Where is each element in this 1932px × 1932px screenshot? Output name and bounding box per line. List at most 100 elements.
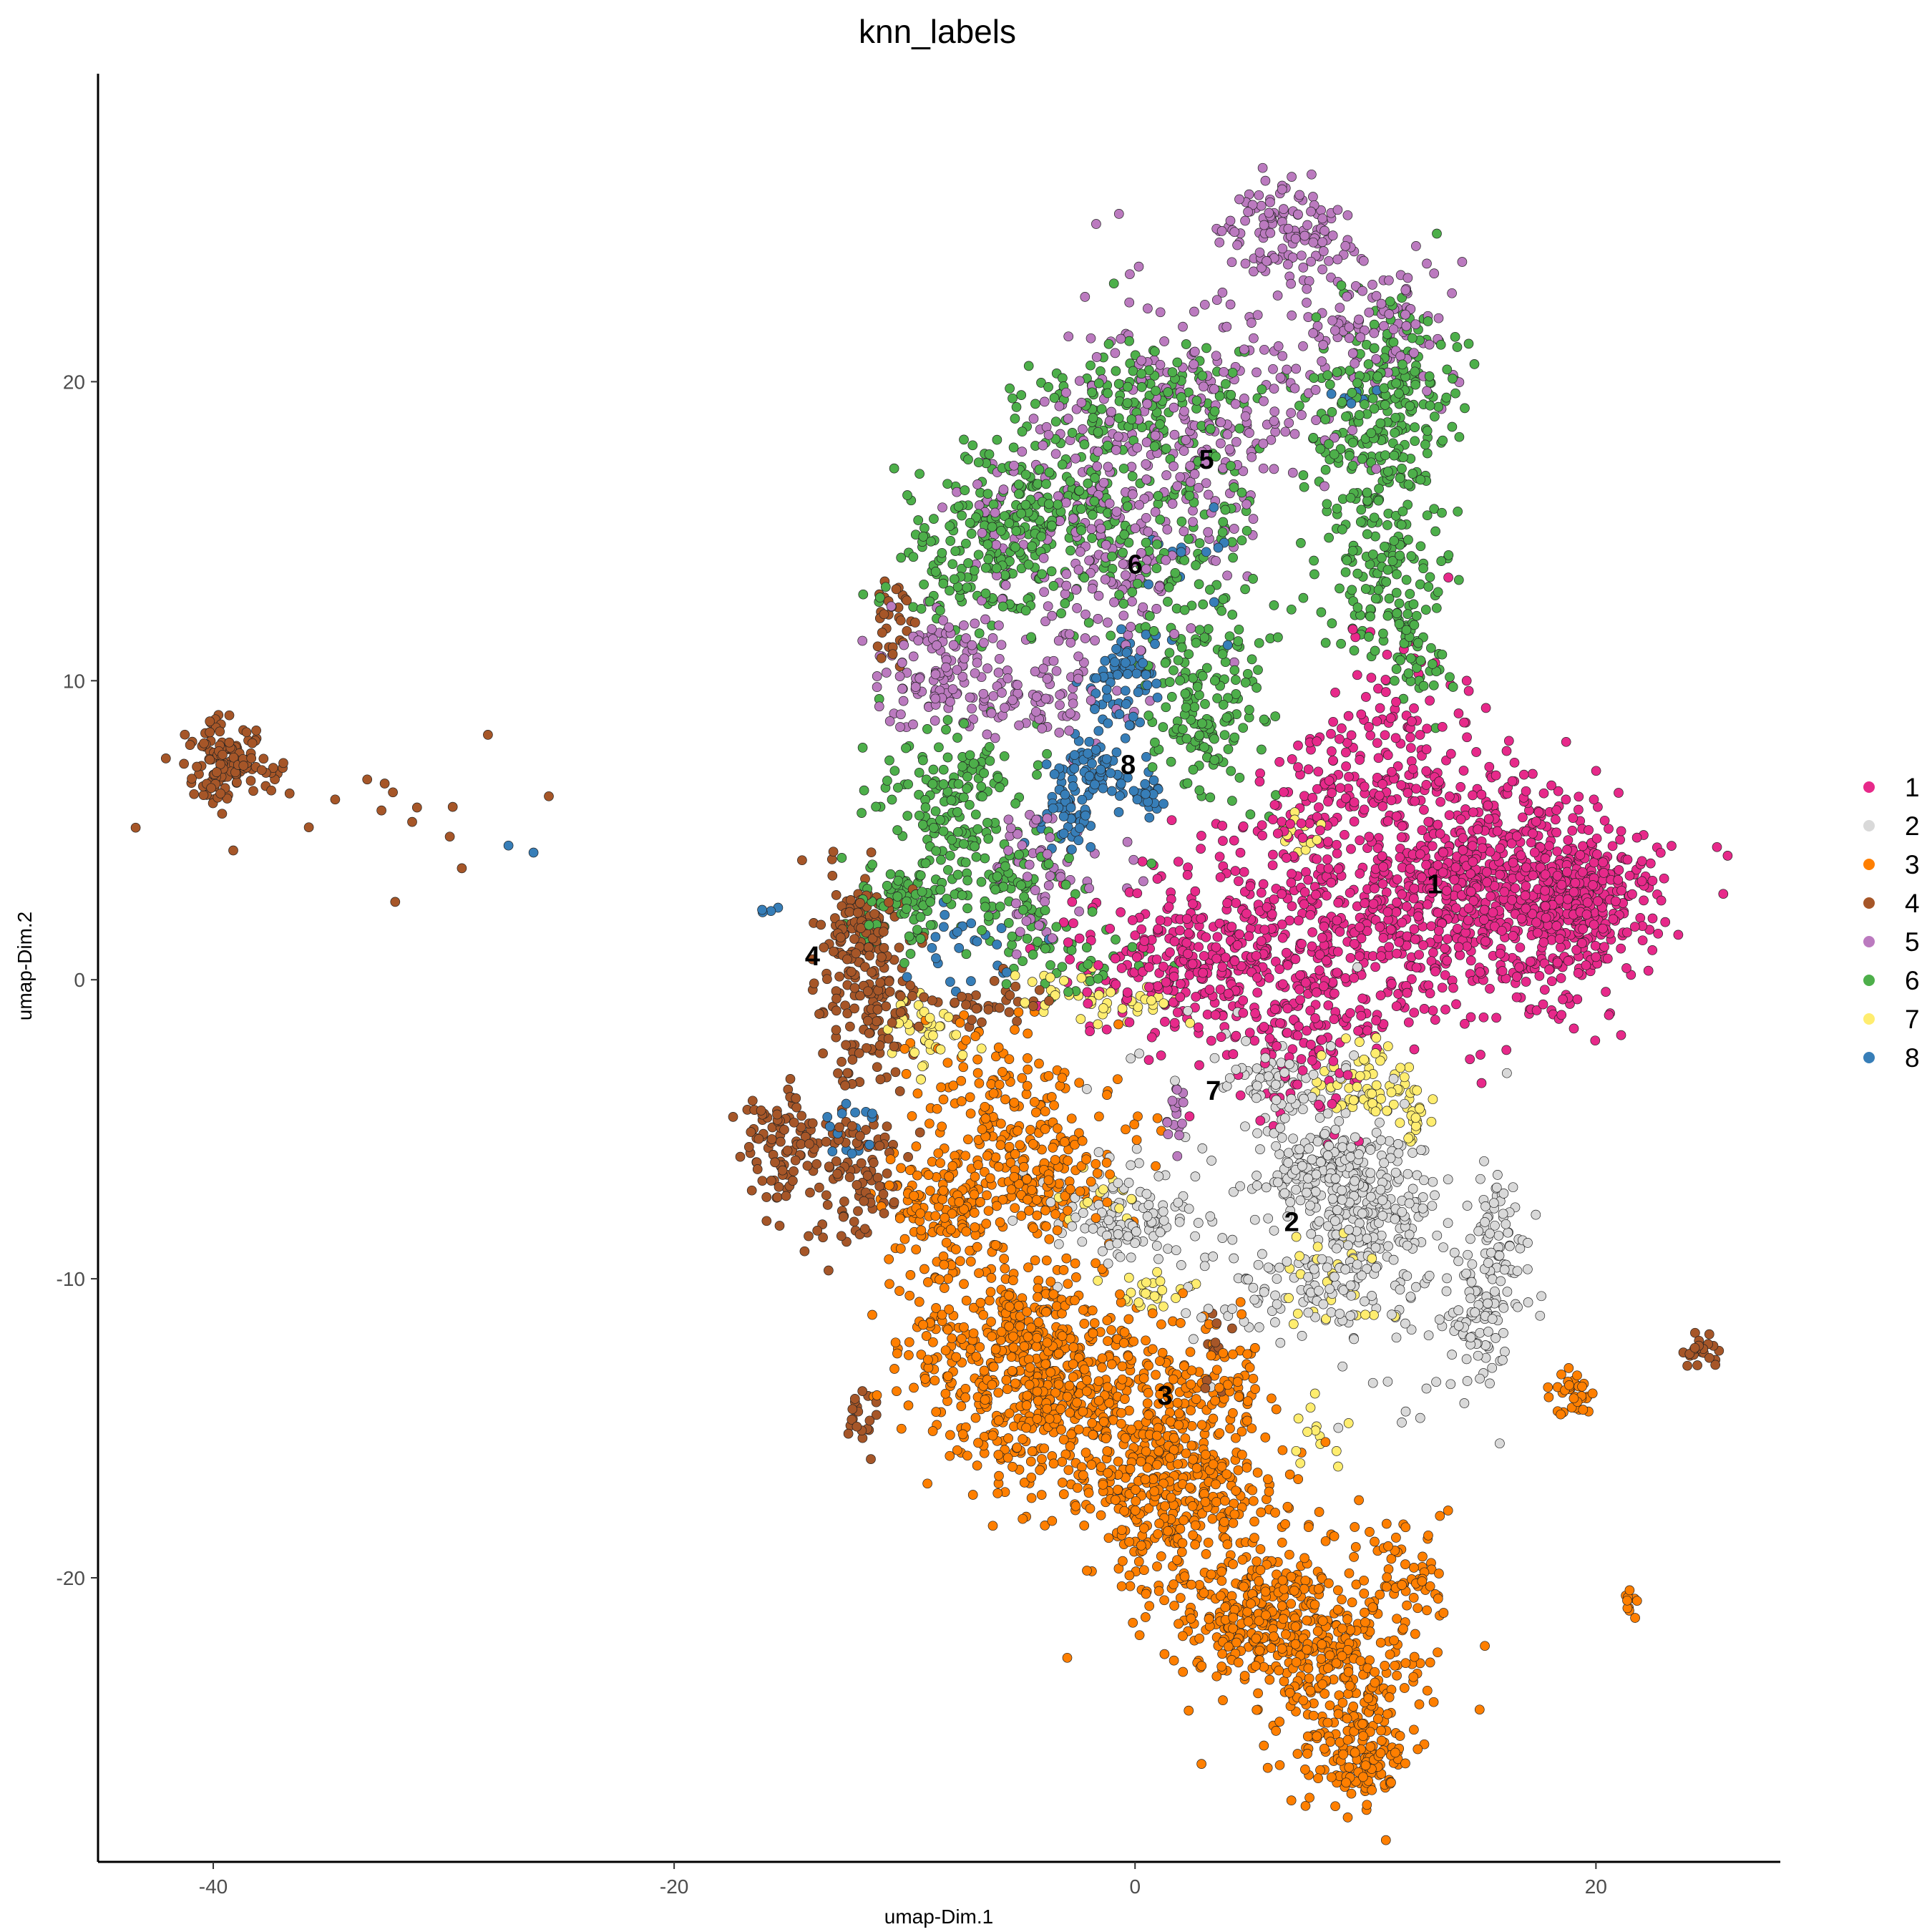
data-point bbox=[882, 1121, 892, 1132]
data-point bbox=[407, 816, 417, 827]
data-point bbox=[1049, 393, 1060, 403]
data-point bbox=[918, 755, 928, 766]
data-point bbox=[1255, 768, 1265, 779]
data-point bbox=[1170, 567, 1181, 578]
data-point bbox=[1005, 384, 1015, 394]
data-point bbox=[1254, 190, 1264, 200]
data-point bbox=[457, 863, 467, 874]
data-point bbox=[957, 1050, 968, 1060]
data-point bbox=[1286, 1795, 1297, 1805]
data-point bbox=[1217, 649, 1228, 660]
data-point bbox=[1461, 1354, 1472, 1365]
data-point bbox=[1288, 1319, 1299, 1330]
data-point bbox=[1553, 786, 1563, 796]
data-point bbox=[1121, 1124, 1131, 1135]
data-point bbox=[1113, 431, 1123, 441]
data-point bbox=[1141, 751, 1151, 762]
data-point bbox=[1208, 1413, 1219, 1424]
data-point bbox=[1180, 1433, 1191, 1443]
data-point bbox=[1079, 1521, 1090, 1531]
data-point bbox=[1314, 802, 1324, 813]
data-point bbox=[1523, 1238, 1533, 1248]
data-point bbox=[1423, 1330, 1434, 1341]
data-point bbox=[1430, 1190, 1440, 1201]
data-point bbox=[1194, 942, 1204, 952]
data-point bbox=[1314, 1113, 1325, 1123]
data-point bbox=[986, 708, 997, 718]
data-point bbox=[1413, 1603, 1423, 1614]
data-point bbox=[1578, 1405, 1589, 1415]
data-point bbox=[1203, 527, 1214, 537]
data-point bbox=[1228, 1518, 1239, 1528]
data-point bbox=[1302, 1749, 1312, 1759]
data-point bbox=[882, 776, 892, 786]
data-point bbox=[819, 942, 829, 952]
data-point bbox=[974, 628, 985, 638]
data-point bbox=[857, 808, 867, 818]
data-point bbox=[379, 779, 390, 789]
data-point bbox=[1435, 339, 1446, 350]
data-point bbox=[1382, 610, 1393, 621]
data-point bbox=[990, 1152, 1001, 1163]
data-point bbox=[1437, 982, 1448, 993]
data-point bbox=[836, 1108, 847, 1118]
data-point bbox=[925, 920, 936, 930]
data-point bbox=[1704, 1329, 1714, 1340]
data-point bbox=[1057, 1457, 1068, 1467]
data-point bbox=[956, 1401, 967, 1411]
data-point bbox=[1347, 1597, 1357, 1608]
data-point bbox=[1332, 1604, 1343, 1615]
data-point bbox=[1355, 869, 1365, 879]
data-point bbox=[1128, 1617, 1138, 1628]
data-point bbox=[1074, 933, 1085, 944]
data-point bbox=[976, 1043, 987, 1054]
data-point bbox=[859, 785, 869, 796]
data-point bbox=[1378, 628, 1388, 639]
data-point bbox=[993, 1161, 1004, 1172]
data-point bbox=[1156, 1319, 1166, 1330]
data-point bbox=[1473, 1350, 1483, 1361]
data-point bbox=[847, 1148, 857, 1158]
data-point bbox=[1159, 1649, 1170, 1659]
data-point bbox=[1410, 319, 1421, 330]
data-point bbox=[1190, 1520, 1201, 1531]
data-point bbox=[1042, 673, 1053, 684]
data-point bbox=[903, 1400, 914, 1410]
data-point bbox=[959, 620, 969, 630]
data-point bbox=[921, 1331, 932, 1341]
data-point bbox=[1463, 338, 1474, 349]
data-point bbox=[1428, 1176, 1438, 1187]
data-point bbox=[1185, 1347, 1196, 1357]
data-point bbox=[1480, 703, 1491, 713]
data-point bbox=[266, 785, 276, 796]
data-point bbox=[1521, 977, 1531, 987]
data-point bbox=[893, 782, 903, 793]
data-point bbox=[1001, 1375, 1012, 1385]
data-point bbox=[993, 1043, 1004, 1053]
data-point bbox=[1246, 318, 1257, 328]
data-point bbox=[1155, 307, 1166, 318]
data-point bbox=[1535, 1310, 1546, 1321]
data-point bbox=[444, 831, 455, 842]
data-point bbox=[1153, 1254, 1163, 1264]
data-point bbox=[1445, 748, 1456, 759]
data-point bbox=[1416, 1145, 1426, 1155]
data-point bbox=[1311, 415, 1321, 425]
data-point bbox=[1194, 538, 1205, 548]
data-point bbox=[205, 727, 215, 738]
data-point bbox=[1543, 1392, 1554, 1402]
data-point bbox=[1531, 1209, 1541, 1220]
data-point bbox=[1270, 1290, 1280, 1301]
data-point bbox=[1599, 815, 1610, 826]
data-point bbox=[1287, 172, 1297, 182]
data-point bbox=[959, 792, 969, 803]
data-point bbox=[1362, 1025, 1372, 1036]
data-point bbox=[1337, 1594, 1347, 1605]
data-point bbox=[916, 1074, 926, 1085]
data-point bbox=[867, 1309, 877, 1320]
data-point bbox=[1194, 1060, 1204, 1070]
data-point bbox=[1249, 1035, 1260, 1046]
data-point bbox=[1133, 1556, 1144, 1567]
data-point bbox=[1349, 1334, 1360, 1345]
data-point bbox=[1616, 1030, 1626, 1040]
